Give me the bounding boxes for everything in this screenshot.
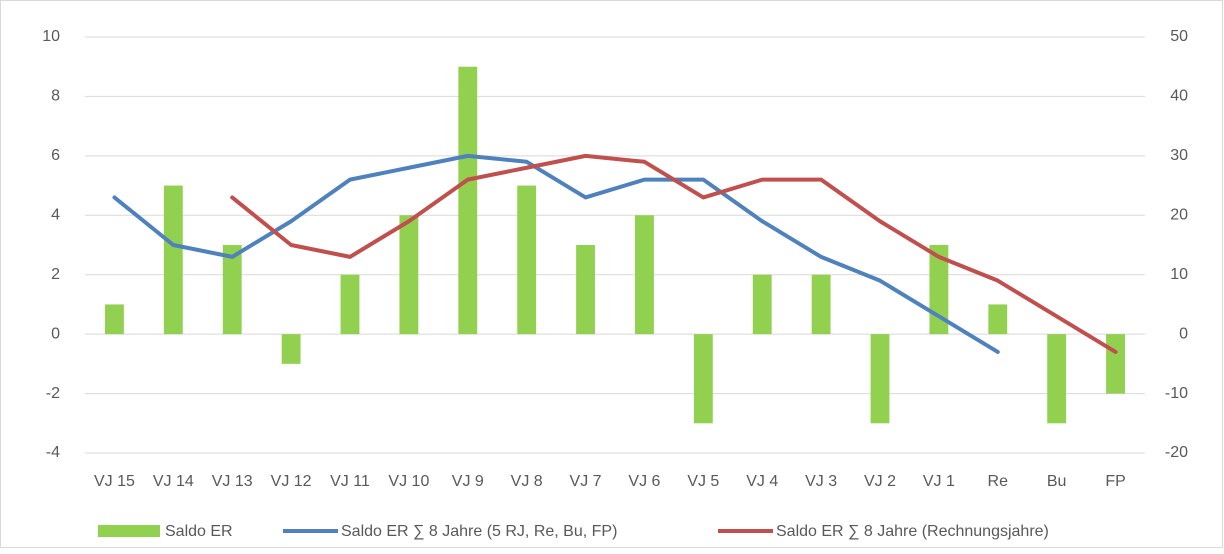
x-tick-label: Bu xyxy=(1047,473,1067,490)
bar xyxy=(635,215,654,335)
bar xyxy=(1047,334,1067,424)
bar xyxy=(163,185,183,335)
bar xyxy=(340,274,360,335)
x-tick-label: VJ 7 xyxy=(570,473,602,490)
y-tick-label: 6 xyxy=(51,147,60,164)
x-tick-label: VJ 10 xyxy=(388,473,429,490)
bar xyxy=(222,245,242,335)
bar xyxy=(693,334,713,424)
x-tick-label: Re xyxy=(988,473,1009,490)
x-tick-label: VJ 14 xyxy=(153,473,194,490)
y-tick-label: -4 xyxy=(46,444,60,461)
y2-tick-label: -10 xyxy=(1165,385,1188,402)
y2-tick-label: -20 xyxy=(1165,444,1188,461)
x-tick-label: VJ 15 xyxy=(94,473,135,490)
bar xyxy=(576,245,595,335)
bar xyxy=(870,334,890,424)
bar xyxy=(281,334,301,364)
x-tick-label: VJ 9 xyxy=(452,473,484,490)
y2-tick-label: 30 xyxy=(1170,147,1188,164)
x-tick-label: FP xyxy=(1105,473,1125,490)
line xyxy=(112,153,1000,354)
y2-tick-label: 40 xyxy=(1170,88,1188,105)
x-tick-label: VJ 6 xyxy=(628,473,660,490)
line xyxy=(230,153,1118,354)
y-tick-label: -2 xyxy=(46,385,60,402)
y-tick-label: 0 xyxy=(51,325,60,342)
bar xyxy=(105,304,124,335)
y-tick-label: 2 xyxy=(51,266,60,283)
legend-label: Saldo ER ∑ 8 Jahre (5 RJ, Re, Bu, FP) xyxy=(341,523,617,540)
x-tick-label: VJ 1 xyxy=(923,473,955,490)
x-tick-label: VJ 4 xyxy=(746,473,778,490)
y2-tick-label: 20 xyxy=(1170,207,1188,224)
x-tick-label: VJ 5 xyxy=(687,473,719,490)
bar xyxy=(988,304,1008,335)
bar xyxy=(811,274,831,335)
y2-tick-label: 50 xyxy=(1170,28,1188,45)
legend-swatch xyxy=(98,525,160,537)
y2-tick-label: 10 xyxy=(1170,266,1188,283)
bar xyxy=(517,185,537,335)
y-tick-label: 10 xyxy=(42,28,60,45)
x-tick-label: VJ 8 xyxy=(511,473,543,490)
y-tick-label: 4 xyxy=(51,207,60,224)
bar xyxy=(399,215,419,335)
bar xyxy=(752,274,772,335)
legend-label: Saldo ER xyxy=(165,523,233,540)
bar xyxy=(1106,334,1125,394)
x-tick-label: VJ 12 xyxy=(271,473,312,490)
legend: Saldo ER Saldo ER ∑ 8 Jahre (5 RJ, Re, B… xyxy=(98,523,1049,540)
bar xyxy=(458,66,478,335)
x-tick-label: VJ 3 xyxy=(805,473,837,490)
legend-label: Saldo ER ∑ 8 Jahre (Rechnungsjahre) xyxy=(776,523,1049,540)
y-tick-label: 8 xyxy=(51,88,60,105)
y2-tick-label: 0 xyxy=(1179,325,1188,342)
x-tick-label: VJ 2 xyxy=(864,473,896,490)
x-tick-label: VJ 13 xyxy=(212,473,253,490)
x-tick-label: VJ 11 xyxy=(330,473,370,490)
